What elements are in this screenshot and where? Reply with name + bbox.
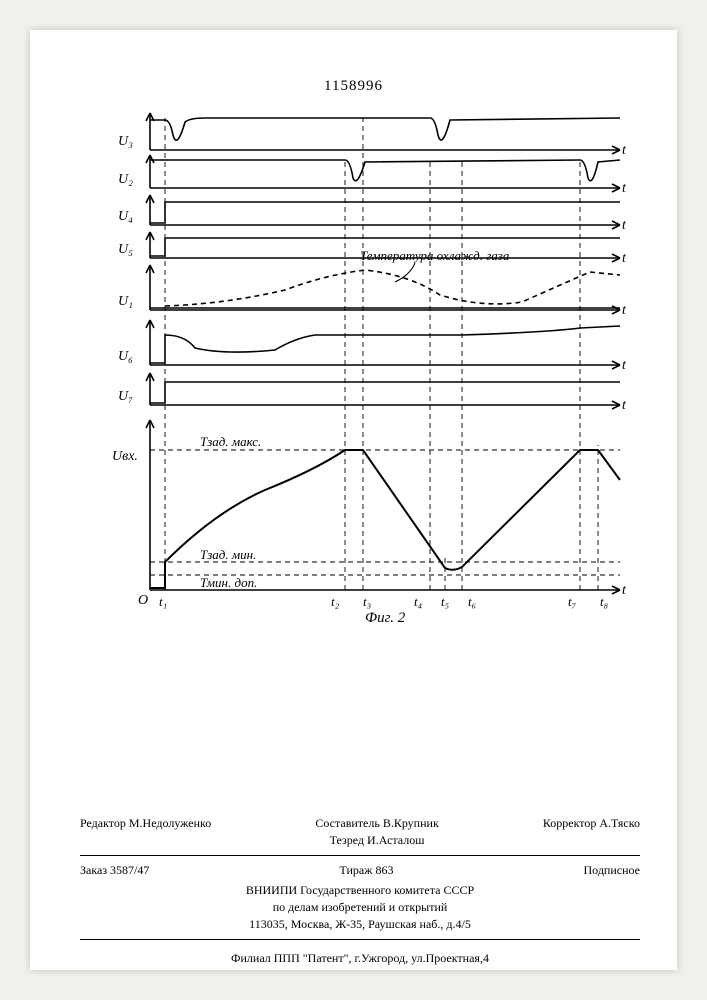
org-line-2: по делам изобретений и открытий	[80, 899, 640, 916]
svg-text:U₂: U₂	[118, 172, 133, 187]
svg-text:Uвх.: Uвх.	[112, 449, 138, 464]
svg-text:t₃: t₃	[363, 594, 371, 609]
svg-text:t₁: t₁	[159, 594, 167, 609]
svg-text:Тмин. доп.: Тмин. доп.	[200, 575, 257, 590]
svg-text:t: t	[622, 218, 627, 233]
svg-text:t₈: t₈	[600, 594, 609, 609]
svg-text:t: t	[622, 358, 627, 373]
svg-text:t₅: t₅	[441, 594, 449, 609]
svg-text:t: t	[622, 303, 627, 318]
credits-block: Редактор М.Недолуженко Составитель В.Кру…	[80, 815, 640, 967]
svg-text:U₅: U₅	[118, 242, 133, 257]
order-number: Заказ 3587/47	[80, 862, 149, 879]
corrector: Корректор А.Тяско	[543, 815, 640, 849]
timing-diagram: U₃ t U₂ t U₄ t U₅ t U₁ t Температура охлажд. газа U…	[110, 110, 630, 640]
svg-text:Тзад. мин.: Тзад. мин.	[200, 547, 256, 562]
org-line-1: ВНИИПИ Государственного комитета СССР	[80, 882, 640, 899]
svg-text:t: t	[622, 398, 627, 413]
svg-text:U₇: U₇	[118, 389, 133, 404]
svg-text:t₄: t₄	[414, 594, 423, 609]
svg-text:О: О	[138, 593, 148, 608]
svg-text:U₃: U₃	[118, 134, 133, 149]
svg-text:t: t	[622, 583, 627, 598]
svg-text:t₂: t₂	[331, 594, 340, 609]
svg-text:U₄: U₄	[118, 209, 133, 224]
svg-text:t: t	[622, 181, 627, 196]
svg-text:Фиг. 2: Фиг. 2	[365, 610, 406, 626]
editor: Редактор М.Недолуженко	[80, 815, 211, 849]
doc-number: 1158996	[30, 78, 677, 95]
org-address: 113035, Москва, Ж-35, Раушская наб., д.4…	[80, 916, 640, 933]
compiler-tezred: Составитель В.Крупник Тезред И.Асталош	[315, 815, 438, 849]
svg-text:Тзад. макс.: Тзад. макс.	[200, 434, 261, 449]
svg-text:t₆: t₆	[468, 594, 476, 609]
tirazh: Тираж 863	[339, 862, 393, 879]
svg-text:U₁: U₁	[118, 294, 133, 309]
podpisnoe: Подписное	[584, 862, 641, 879]
filial-line: Филиал ППП "Патент", г.Ужгород, ул.Проек…	[80, 950, 640, 967]
svg-text:t: t	[622, 251, 627, 266]
svg-text:Температура охлажд. газа: Температура охлажд. газа	[360, 248, 510, 263]
svg-text:t₇: t₇	[568, 594, 577, 609]
svg-text:U₆: U₆	[118, 349, 133, 364]
svg-text:t: t	[622, 143, 627, 158]
